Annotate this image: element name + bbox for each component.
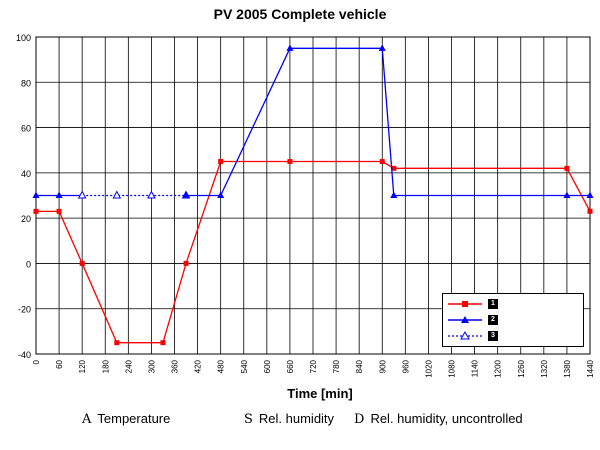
x-tick-label: 60 <box>55 359 64 368</box>
x-tick-label: 600 <box>263 359 272 373</box>
data-point <box>390 191 398 198</box>
x-axis-label: Time [min] <box>287 386 353 401</box>
x-tick-label: 900 <box>378 359 387 373</box>
data-point <box>160 340 166 346</box>
data-point <box>286 44 294 51</box>
data-point <box>217 191 225 198</box>
footnote-key: S <box>244 412 253 427</box>
x-tick-label: 1440 <box>586 359 595 377</box>
legend-swatch-2 <box>448 316 482 323</box>
footnote-text: Temperature <box>97 411 171 426</box>
x-tick-label: 780 <box>332 359 341 373</box>
y-tick-label: 20 <box>21 214 31 224</box>
data-point <box>563 191 571 198</box>
x-tick-label: 1200 <box>494 359 503 377</box>
legend-label-3: 3 <box>488 331 498 341</box>
x-tick-label: 1140 <box>471 359 480 377</box>
x-tick-label: 660 <box>286 359 295 373</box>
data-point <box>391 165 397 171</box>
data-point <box>564 165 570 171</box>
y-axis-ticks: 100 80 60 40 20 0 -20 -40 <box>16 33 31 360</box>
x-tick-label: 240 <box>124 359 133 373</box>
footnote-humidity-uncontrolled: D Rel. humidity, uncontrolled <box>354 411 523 427</box>
legend-item-2: 2 <box>443 312 583 328</box>
footnote-text: Rel. humidity, uncontrolled <box>370 411 523 426</box>
x-tick-label: 300 <box>147 359 156 373</box>
legend: 1 2 3 <box>442 293 584 347</box>
x-tick-label: 1380 <box>563 359 572 377</box>
data-point <box>218 159 224 165</box>
series-line-2 <box>186 47 590 197</box>
chart-title: PV 2005 Complete vehicle <box>213 6 387 22</box>
footnote-humidity: S Rel. humidity <box>244 411 334 427</box>
data-point <box>77 190 87 199</box>
y-tick-label: 0 <box>26 259 31 269</box>
x-tick-label: 1080 <box>448 359 457 377</box>
data-point <box>114 340 120 346</box>
data-point <box>79 260 85 266</box>
data-point <box>147 190 156 199</box>
y-tick-label: 100 <box>16 33 31 43</box>
x-tick-label: 420 <box>194 359 203 373</box>
x-tick-label: 540 <box>240 359 249 373</box>
y-tick-label: 80 <box>21 78 31 88</box>
x-tick-label: 720 <box>309 359 318 373</box>
x-tick-label: 180 <box>101 359 110 373</box>
data-point <box>32 191 40 198</box>
data-point <box>55 191 63 198</box>
legend-swatch-3 <box>448 330 482 340</box>
x-tick-label: 120 <box>78 359 87 373</box>
y-tick-label: 40 <box>21 169 31 179</box>
data-point <box>183 260 189 266</box>
x-tick-label: 360 <box>171 359 180 373</box>
data-point <box>287 159 293 165</box>
data-point <box>56 208 62 214</box>
series-line-1 <box>36 160 591 344</box>
x-tick-label: 1320 <box>540 359 549 377</box>
data-point <box>586 191 594 198</box>
x-tick-label: 1020 <box>424 359 433 377</box>
data-point <box>33 208 39 214</box>
data-point <box>378 44 386 51</box>
y-tick-label: -20 <box>18 305 31 315</box>
footnote-text: Rel. humidity <box>258 411 335 426</box>
series <box>32 44 594 346</box>
data-point <box>182 191 190 198</box>
footnote-temperature: A Temperature <box>82 411 170 427</box>
legend-item-3: 3 <box>443 328 583 344</box>
legend-label-1: 1 <box>488 299 498 309</box>
x-tick-label: 0 <box>32 359 41 364</box>
legend-item-1: 1 <box>443 296 583 312</box>
x-axis-ticks: 0 60 120 180 240 300 360 420 480 540 600 660 720 780 8… <box>32 359 595 377</box>
data-point <box>587 208 593 214</box>
y-tick-label: -40 <box>18 350 31 360</box>
x-tick-label: 1260 <box>517 359 526 377</box>
x-tick-label: 840 <box>355 359 364 373</box>
y-tick-label: 60 <box>21 124 31 134</box>
data-point <box>379 159 385 165</box>
legend-swatch-1 <box>448 301 482 307</box>
x-tick-label: 960 <box>401 359 410 373</box>
data-point <box>112 190 122 199</box>
x-tick-label: 480 <box>217 359 226 373</box>
legend-label-2: 2 <box>488 315 498 325</box>
footnote-key: A <box>82 412 92 427</box>
footnote-key: D <box>354 412 365 427</box>
